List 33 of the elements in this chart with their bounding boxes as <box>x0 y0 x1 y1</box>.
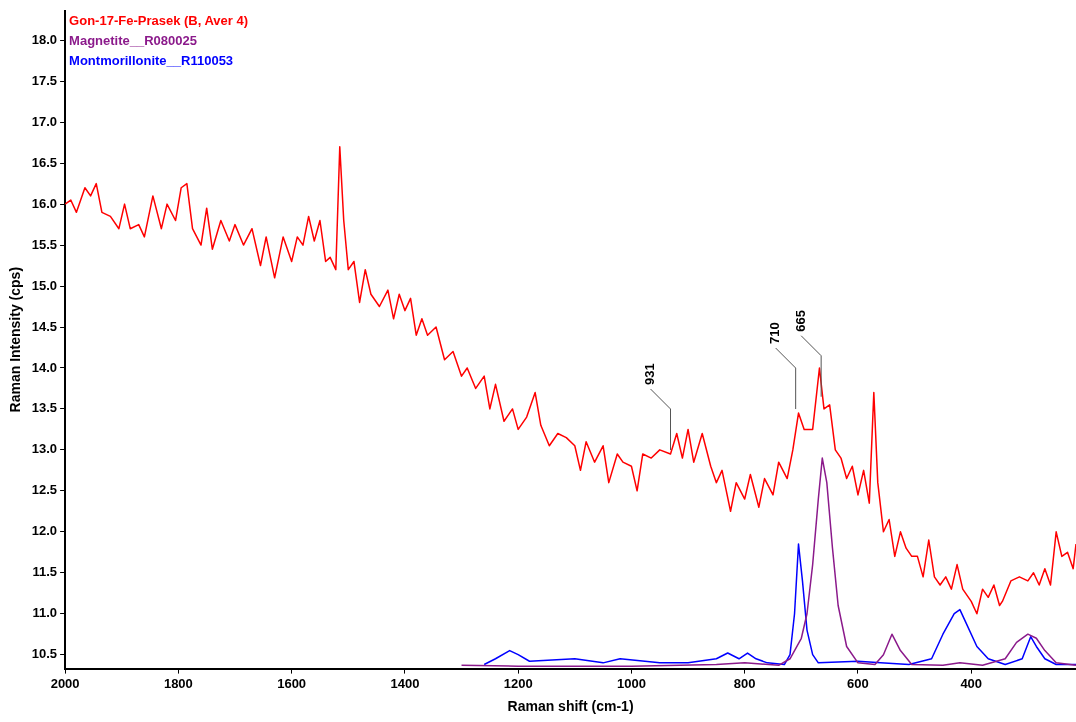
y-tick-label: 14.0 <box>31 359 58 375</box>
x-tick-label: 400 <box>960 675 983 691</box>
y-tick-label: 14.5 <box>31 318 58 334</box>
text: Gon-17-Fe-Prasek (B, Aver 4) <box>69 12 249 28</box>
y-tick-label: 10.5 <box>31 646 58 662</box>
y-axis-title: Raman Intensity (cps) <box>7 266 24 413</box>
y-tick-label: 15.5 <box>31 236 58 252</box>
y-tick-label: 12.0 <box>31 523 58 539</box>
y-tick-label: 13.5 <box>31 400 58 416</box>
y-tick-label: 13.0 <box>31 441 58 457</box>
y-tick-label: 16.0 <box>31 195 58 211</box>
x-tick-label: 600 <box>847 675 869 691</box>
annotation: 665 <box>792 310 808 332</box>
y-tick-label: 11.5 <box>32 564 58 580</box>
y-tick-label: 17.5 <box>31 72 58 88</box>
y-tick-label: 17.0 <box>31 113 58 129</box>
x-tick-label: 1800 <box>163 675 193 691</box>
y-tick-label: 11.0 <box>32 605 58 621</box>
text: Magnetite__R080025 <box>69 32 198 48</box>
y-tick-label: 16.5 <box>31 154 58 170</box>
annotation: 710 <box>767 322 783 345</box>
x-tick-label: 800 <box>733 675 756 691</box>
text: Montmorillonite__R110053 <box>69 52 234 68</box>
y-tick-label: 15.0 <box>31 277 58 293</box>
x-tick-label: 1600 <box>277 675 307 691</box>
x-tick-label: 1000 <box>616 675 646 691</box>
x-tick-label: 2000 <box>50 675 80 691</box>
x-axis-title: Raman shift (cm-1) <box>507 698 634 715</box>
x-tick-label: 1400 <box>390 675 420 691</box>
x-tick-label: 1200 <box>503 675 533 691</box>
annotation: 931 <box>642 363 658 385</box>
y-tick-label: 12.5 <box>31 482 58 498</box>
y-tick-label: 18.0 <box>31 31 58 47</box>
